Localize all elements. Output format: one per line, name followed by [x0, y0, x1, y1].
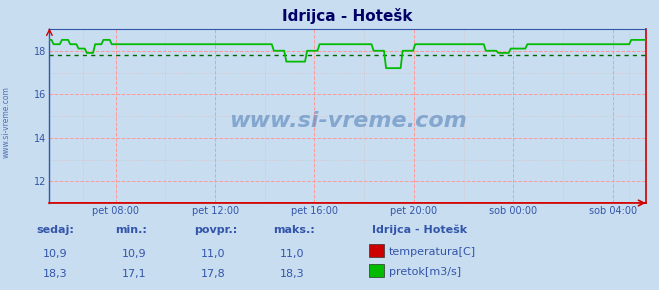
Title: Idrijca - Hotešk: Idrijca - Hotešk: [282, 8, 413, 24]
Text: sedaj:: sedaj:: [36, 225, 74, 235]
Text: 10,9: 10,9: [43, 249, 67, 259]
Text: maks.:: maks.:: [273, 225, 315, 235]
Text: temperatura[C]: temperatura[C]: [389, 247, 476, 257]
Text: 10,9: 10,9: [122, 249, 146, 259]
Text: 11,0: 11,0: [201, 249, 225, 259]
Text: povpr.:: povpr.:: [194, 225, 238, 235]
Text: 18,3: 18,3: [280, 269, 304, 279]
Text: 18,3: 18,3: [43, 269, 67, 279]
Text: 17,1: 17,1: [122, 269, 146, 279]
Text: pretok[m3/s]: pretok[m3/s]: [389, 267, 461, 277]
Text: www.si-vreme.com: www.si-vreme.com: [2, 86, 11, 158]
Text: 17,8: 17,8: [201, 269, 226, 279]
Text: www.si-vreme.com: www.si-vreme.com: [229, 111, 467, 131]
Text: 11,0: 11,0: [280, 249, 304, 259]
Text: Idrijca - Hotešk: Idrijca - Hotešk: [372, 225, 467, 235]
Text: min.:: min.:: [115, 225, 147, 235]
